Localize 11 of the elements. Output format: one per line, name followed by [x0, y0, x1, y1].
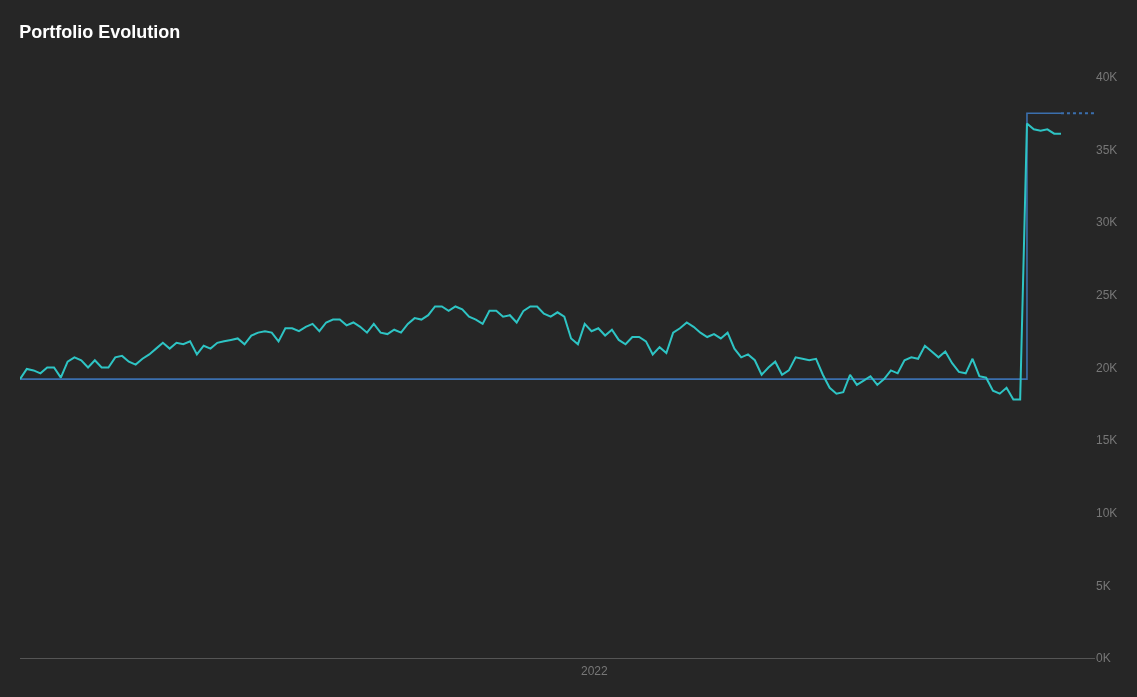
y-tick-label: 0K: [1096, 651, 1111, 666]
chart-title: Portfolio Evolution: [19, 21, 181, 42]
y-tick-label: 30K: [1096, 215, 1118, 230]
y-tick-label: 35K: [1096, 142, 1118, 157]
y-tick-label: 25K: [1096, 288, 1118, 303]
y-tick-label: 15K: [1096, 433, 1118, 448]
y-tick-label: 10K: [1096, 505, 1118, 520]
y-tick-label: 40K: [1096, 70, 1118, 85]
y-tick-label: 20K: [1096, 360, 1118, 375]
text: 2022: [581, 664, 609, 678]
y-tick-label: 5K: [1096, 578, 1111, 593]
